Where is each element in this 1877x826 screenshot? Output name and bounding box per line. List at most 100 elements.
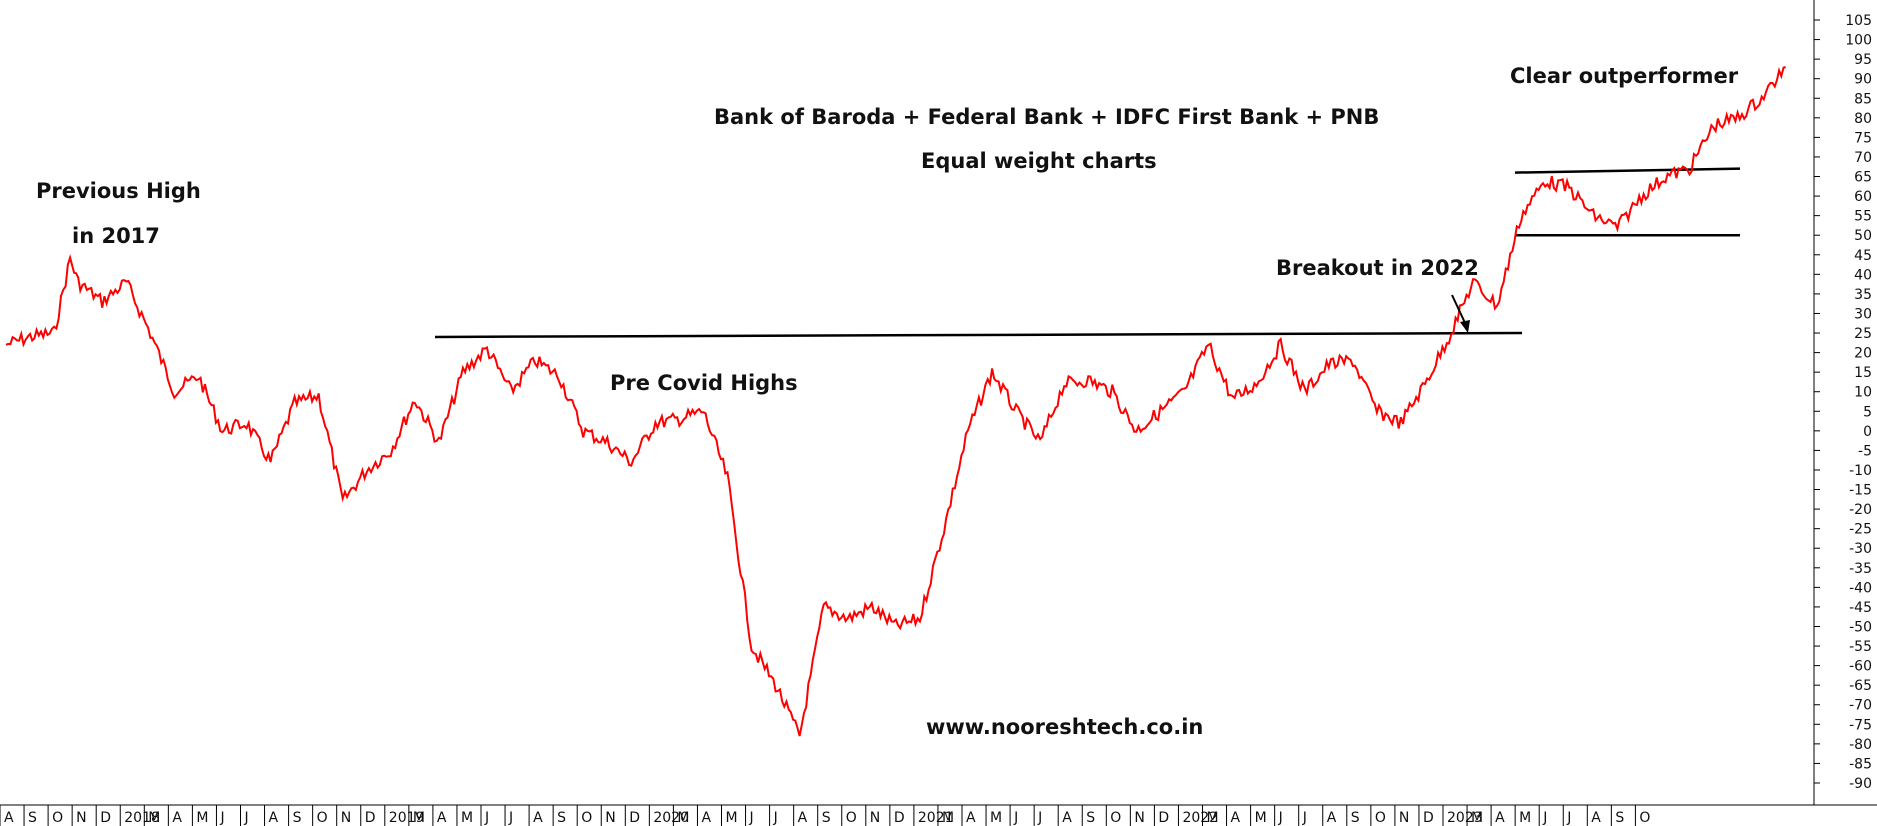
x-tick-label: M	[677, 810, 689, 826]
y-tick-label: 20	[1854, 346, 1872, 362]
y-tick-label: -10	[1849, 463, 1872, 479]
x-tick-label: O	[1110, 810, 1121, 826]
x-tick-label: A	[4, 810, 14, 826]
y-tick-label: -70	[1849, 698, 1872, 714]
y-tick-label: -30	[1849, 541, 1872, 557]
x-tick-label: O	[846, 810, 857, 826]
chart-subtitle: Equal weight charts	[921, 149, 1157, 173]
x-tick-label: J	[244, 810, 249, 826]
y-tick-label: 90	[1854, 72, 1872, 88]
x-tick-label: O	[581, 810, 592, 826]
y-tick-label: -50	[1849, 619, 1872, 635]
x-tick-label: M	[148, 810, 160, 826]
x-tick-label: D	[1423, 810, 1434, 826]
x-tick-label: N	[1399, 810, 1409, 826]
x-tick-label: D	[100, 810, 111, 826]
x-tick-label: J	[219, 810, 224, 826]
x-tick-label: 2021	[918, 810, 954, 826]
x-tick-label: D	[1158, 810, 1169, 826]
y-axis-ticks: 1051009590858075706560555045403530252015…	[1814, 13, 1872, 792]
x-tick-label: A	[1495, 810, 1505, 826]
y-tick-label: 0	[1863, 424, 1872, 440]
x-tick-label: M	[990, 810, 1002, 826]
y-tick-label: 45	[1854, 248, 1872, 264]
y-tick-label: -15	[1849, 483, 1872, 499]
trendlines	[434, 167, 1741, 339]
x-tick-label: 2023	[1447, 810, 1483, 826]
x-tick-label: M	[1519, 810, 1531, 826]
y-tick-label: -80	[1849, 737, 1872, 753]
y-tick-label: 105	[1845, 13, 1872, 29]
x-tick-label: O	[1639, 810, 1650, 826]
y-tick-label: 40	[1854, 267, 1872, 283]
y-tick-label: -85	[1849, 756, 1872, 772]
x-tick-label: A	[1062, 810, 1072, 826]
watermark: www.nooreshtech.co.in	[926, 715, 1203, 739]
annotation-clear-outperformer: Clear outperformer	[1510, 64, 1739, 88]
trendline	[434, 331, 1523, 339]
x-tick-label: J	[1037, 810, 1042, 826]
x-tick-label: A	[269, 810, 279, 826]
x-tick-label: 2018	[124, 810, 160, 826]
x-tick-label: J	[1302, 810, 1307, 826]
x-tick-label: J	[749, 810, 754, 826]
annotation-in-2017: in 2017	[72, 224, 160, 248]
x-tick-label: A	[1591, 810, 1601, 826]
y-tick-label: 25	[1854, 326, 1872, 342]
x-tick-label: M	[1471, 810, 1483, 826]
x-tick-label: A	[1327, 810, 1337, 826]
x-tick-label: J	[508, 810, 513, 826]
x-tick-label: J	[484, 810, 489, 826]
y-tick-label: -5	[1858, 443, 1872, 459]
x-tick-label: S	[822, 810, 831, 826]
x-tick-label: S	[1615, 810, 1624, 826]
y-tick-label: -90	[1849, 776, 1872, 792]
x-tick-label: N	[605, 810, 615, 826]
y-tick-label: -65	[1849, 678, 1872, 694]
x-tick-label: S	[1351, 810, 1360, 826]
y-tick-label: 60	[1854, 189, 1872, 205]
x-tick-label: S	[557, 810, 566, 826]
chart-title: Bank of Baroda + Federal Bank + IDFC Fir…	[714, 105, 1379, 129]
y-tick-label: -60	[1849, 659, 1872, 675]
x-tick-label: D	[629, 810, 640, 826]
x-tick-label: A	[1231, 810, 1241, 826]
breakout-arrow	[1451, 294, 1470, 333]
y-tick-label: 55	[1854, 209, 1872, 225]
x-tick-label: S	[293, 810, 302, 826]
y-tick-label: 10	[1854, 385, 1872, 401]
y-tick-label: -20	[1849, 502, 1872, 518]
x-tick-label: J	[1013, 810, 1018, 826]
x-tick-label: J	[1542, 810, 1547, 826]
x-tick-label: O	[317, 810, 328, 826]
y-tick-label: 35	[1854, 287, 1872, 303]
y-tick-label: -45	[1849, 600, 1872, 616]
x-tick-label: 2022	[1182, 810, 1218, 826]
y-tick-label: 75	[1854, 130, 1872, 146]
x-tick-label: M	[942, 810, 954, 826]
series-line	[5, 66, 1787, 737]
y-tick-label: 5	[1863, 404, 1872, 420]
annotation-pre-covid-highs: Pre Covid Highs	[610, 371, 798, 395]
x-tick-label: N	[76, 810, 86, 826]
y-tick-label: 80	[1854, 111, 1872, 127]
x-tick-label: O	[1375, 810, 1386, 826]
x-tick-label: J	[773, 810, 778, 826]
annotation-previous-high: Previous High	[36, 179, 201, 203]
x-tick-label: M	[1207, 810, 1219, 826]
x-tick-label: D	[894, 810, 905, 826]
x-tick-label: A	[966, 810, 976, 826]
trendline	[1514, 167, 1741, 174]
x-tick-label: A	[701, 810, 711, 826]
y-tick-label: -75	[1849, 717, 1872, 733]
x-tick-label: A	[172, 810, 182, 826]
x-tick-label: O	[52, 810, 63, 826]
x-tick-label: M	[1255, 810, 1267, 826]
y-tick-label: 50	[1854, 228, 1872, 244]
y-tick-label: -40	[1849, 580, 1872, 596]
x-tick-label: 2019	[389, 810, 425, 826]
y-tick-label: 70	[1854, 150, 1872, 166]
y-tick-label: 65	[1854, 170, 1872, 186]
